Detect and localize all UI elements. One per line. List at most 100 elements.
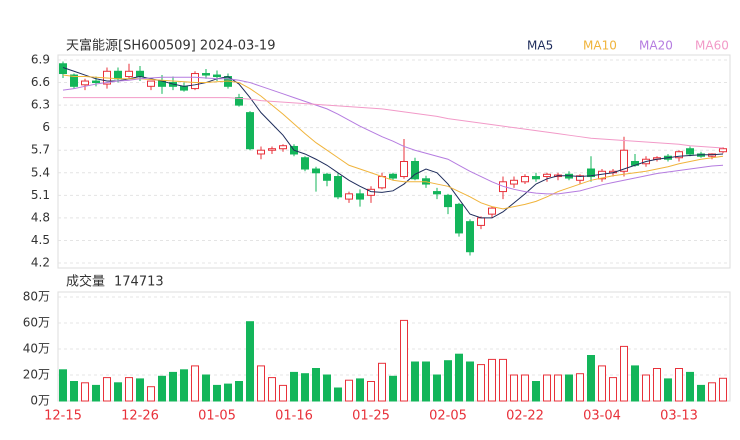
candle-body: [70, 74, 78, 87]
volume-bar: [609, 377, 617, 402]
candle-body: [81, 80, 89, 86]
volume-bar: [235, 381, 243, 402]
volume-bar: [466, 361, 474, 402]
volume-bar: [499, 358, 507, 402]
volume-bar: [642, 374, 650, 402]
candle-body: [367, 188, 375, 196]
volume-bar: [620, 345, 628, 402]
candle-body: [444, 194, 452, 208]
x-tick-label: 01-05: [198, 409, 236, 424]
candle-body: [675, 151, 683, 159]
volume-bar: [477, 364, 485, 402]
x-tick-label: 01-16: [275, 409, 313, 424]
volume-bar: [81, 382, 89, 402]
candle-body: [400, 161, 408, 178]
candle-body: [136, 70, 144, 78]
candle-body: [125, 70, 133, 78]
x-tick-label: 02-22: [506, 409, 544, 424]
candle-body: [378, 176, 386, 189]
y-tick-label: 40万: [23, 342, 50, 356]
candle-body: [477, 217, 485, 226]
volume-bar: [367, 381, 375, 402]
candle-body: [114, 70, 122, 80]
volume-bar: [510, 374, 518, 402]
volume-bar: [554, 374, 562, 402]
y-tick-label: 6.9: [31, 53, 50, 67]
volume-bar: [411, 361, 419, 402]
volume-bar: [708, 382, 716, 402]
y-tick-label: 0万: [30, 394, 50, 408]
volume-bar: [389, 375, 397, 402]
volume-bar: [191, 365, 199, 402]
legend-label: MA10: [583, 39, 617, 53]
candle-body: [246, 112, 254, 150]
y-tick-label: 80万: [23, 290, 50, 304]
volume-bar: [675, 368, 683, 402]
volume-bar: [70, 381, 78, 402]
y-tick-label: 5.7: [31, 143, 50, 157]
candle-body: [279, 145, 287, 150]
volume-bar: [697, 384, 705, 402]
volume-bar: [158, 375, 166, 402]
legend-label: MA5: [527, 39, 553, 53]
candle-body: [334, 176, 342, 198]
y-tick-label: 5.1: [31, 188, 50, 202]
volume-bar: [345, 379, 353, 402]
candle-body: [345, 193, 353, 200]
volume-bar: [224, 383, 232, 402]
candle-body: [620, 149, 628, 172]
ma-line: [62, 67, 724, 219]
candle-body: [587, 168, 595, 178]
volume-bar: [488, 358, 496, 402]
y-tick-label: 6.3: [31, 98, 50, 112]
legend-label: MA60: [695, 39, 729, 53]
volume-bar: [455, 353, 463, 402]
candle-body: [235, 97, 243, 106]
volume-title: 成交量: [66, 274, 105, 290]
candle-body: [686, 148, 694, 155]
candle-body: [433, 191, 441, 195]
y-tick-label: 4.2: [31, 256, 50, 270]
y-tick-label: 60万: [23, 316, 50, 330]
y-tick-label: 4.5: [31, 233, 50, 247]
candle-body: [323, 173, 331, 181]
volume-bar: [422, 361, 430, 402]
volume-bar: [125, 377, 133, 402]
candle-body: [202, 73, 210, 76]
candle-body: [488, 207, 496, 215]
volume-bar: [356, 378, 364, 402]
y-tick-label: 4.8: [31, 210, 50, 224]
volume-bar: [587, 355, 595, 402]
legend-label: MA20: [639, 39, 673, 53]
candle-body: [411, 161, 419, 180]
price-frame: [57, 54, 731, 269]
candle-body: [455, 203, 463, 234]
candle-body: [389, 173, 397, 179]
x-tick-label: 03-13: [660, 409, 698, 424]
candle-body: [268, 148, 276, 151]
candle-body: [532, 176, 540, 180]
volume-bar: [268, 377, 276, 402]
candle-body: [180, 85, 188, 91]
volume-bar: [576, 373, 584, 402]
volume-bar: [213, 384, 221, 402]
candle-body: [510, 179, 518, 185]
y-tick-label: 6: [42, 120, 50, 134]
volume-bar: [257, 365, 265, 402]
candle-body: [301, 157, 309, 170]
volume-bar: [664, 378, 672, 402]
volume-bar: [378, 362, 386, 402]
ma-line: [62, 76, 724, 195]
volume-bar: [565, 374, 573, 402]
volume-bar: [279, 384, 287, 402]
volume-bar: [400, 319, 408, 402]
candle-body: [312, 168, 320, 174]
volume-bar: [521, 374, 529, 402]
volume-bar: [532, 381, 540, 402]
candle-body: [213, 74, 221, 78]
volume-bar: [543, 374, 551, 402]
volume-bar: [653, 368, 661, 402]
chart-title: 天富能源[SH600509] 2024-03-19: [66, 38, 275, 54]
candle-body: [147, 80, 155, 87]
